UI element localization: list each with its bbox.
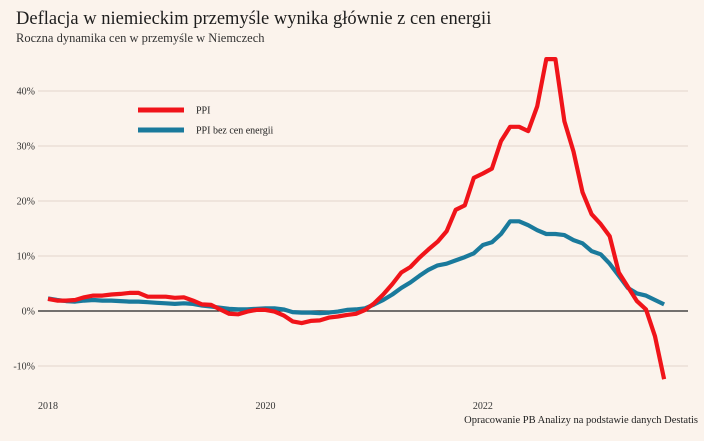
y-tick-label: 20% — [17, 197, 35, 208]
y-tick-label: 30% — [17, 142, 35, 153]
chart-subtitle: Roczna dynamika cen w przemyśle w Niemcz… — [16, 31, 265, 45]
x-axis-tick-labels: 2018 2020 2022 — [38, 401, 493, 412]
x-tick-label: 2020 — [255, 401, 275, 412]
y-axis-tick-labels: 40% 30% 20% 10% 0% -10% — [13, 87, 35, 373]
series-lines — [47, 56, 667, 380]
x-tick-label: 2018 — [38, 401, 58, 412]
y-tick-label: -10% — [13, 362, 35, 373]
y-tick-label: 0% — [22, 307, 35, 318]
legend-label: PPI bez cen energii — [196, 126, 274, 137]
grid-lines — [38, 90, 688, 367]
legend: PPI PPI bez cen energii — [138, 106, 274, 137]
source-note: Opracowanie PB Analizy na podstawie dany… — [464, 415, 698, 426]
series-line-ppi-ex-energy — [47, 219, 666, 316]
chart-title: Deflacja w niemieckim przemyśle wynika g… — [16, 9, 492, 29]
y-tick-label: 10% — [17, 252, 35, 263]
series-line-ppi — [47, 56, 667, 380]
y-tick-label: 40% — [17, 87, 35, 98]
legend-label: PPI — [196, 106, 210, 117]
x-tick-label: 2022 — [473, 401, 493, 412]
